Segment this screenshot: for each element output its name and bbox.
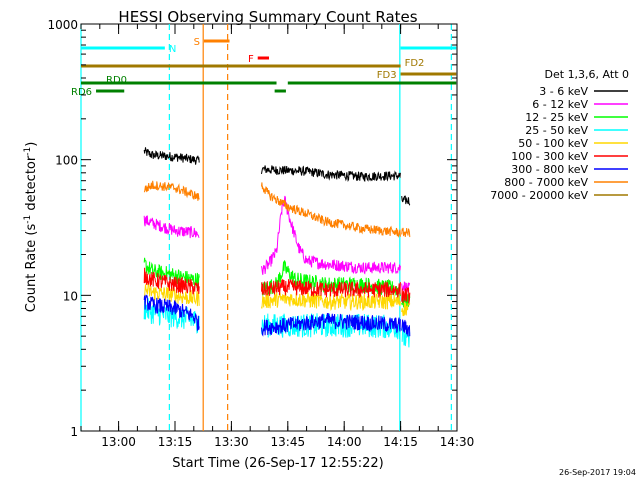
series-line: [143, 180, 200, 201]
y-tick-label: 100: [55, 154, 78, 168]
x-tick-label: 14:30: [440, 435, 475, 449]
series-line: [401, 286, 411, 304]
y-axis-label-part: detector: [24, 155, 39, 215]
plot-area: [80, 23, 458, 432]
x-tick-label: 13:45: [271, 435, 306, 449]
y-axis-label-part: ): [24, 142, 39, 147]
chart-title: HESSI Observing Summary Count Rates: [118, 8, 417, 26]
y-tick-label: 1: [70, 425, 78, 439]
series-line: [401, 227, 411, 238]
y-axis-label: Count Rate (s-1 detector-1): [23, 142, 39, 313]
y-tick-label: 1000: [47, 18, 78, 32]
legend-title: Det 1,3,6, Att 0: [545, 68, 629, 81]
y-axis-label-exp: -1: [23, 215, 33, 224]
series-line: [143, 267, 200, 295]
x-tick-label: 14:15: [383, 435, 418, 449]
legend-label: 50 - 100 keV: [518, 137, 588, 150]
x-tick-label: 14:00: [327, 435, 362, 449]
series-line: [401, 319, 411, 337]
series-line: [401, 301, 411, 317]
observing-flags: N S F FD2 FD3 RD0 RD6: [71, 37, 457, 98]
legend-label: 3 - 6 keV: [539, 85, 588, 98]
flag-label: FD2: [405, 58, 425, 69]
y-tick-label: 10: [63, 289, 78, 303]
legend-label: 6 - 12 keV: [532, 98, 588, 111]
series-line: [261, 313, 401, 337]
series-line: [261, 290, 401, 312]
x-tick-label: 13:15: [158, 435, 193, 449]
x-tick-label: 13:00: [101, 435, 136, 449]
series-line: [401, 195, 411, 206]
plot-frame: [80, 23, 458, 432]
legend-label: 7000 - 20000 keV: [490, 189, 588, 202]
x-tick-label: 13:30: [214, 435, 249, 449]
flag-label: RD0: [106, 75, 127, 86]
count-rate-series: [143, 147, 411, 348]
legend-label: 800 - 7000 keV: [504, 176, 588, 189]
legend-label: 12 - 25 keV: [525, 111, 588, 124]
flag-label: RD6: [71, 87, 92, 98]
series-line: [143, 215, 200, 239]
series-line: [261, 195, 401, 275]
series-line: [261, 165, 401, 182]
series-line: [143, 147, 200, 165]
series-line: [261, 182, 401, 238]
series-line: [261, 278, 401, 299]
y-axis-label-exp: -1: [23, 147, 33, 156]
footer-timestamp: 26-Sep-2017 19:04: [559, 468, 636, 477]
flag-label: N: [169, 44, 176, 55]
legend-label: 100 - 300 keV: [511, 150, 588, 163]
flag-label: S: [194, 37, 200, 48]
series-line: [143, 294, 200, 332]
flag-label: FD3: [377, 70, 397, 81]
x-axis-label: Start Time (26-Sep-17 12:55:22): [172, 456, 383, 471]
flag-label: F: [248, 54, 254, 65]
axes: 13:00 13:15 13:30 13:45 14:00 14:15 14:30 1 10 10…: [47, 18, 474, 449]
legend-label: 25 - 50 keV: [525, 124, 588, 137]
vertical-marker-lines: [80, 24, 452, 431]
y-axis-label-part: Count Rate (s: [24, 224, 39, 313]
legend-label: 300 - 800 keV: [511, 163, 588, 176]
